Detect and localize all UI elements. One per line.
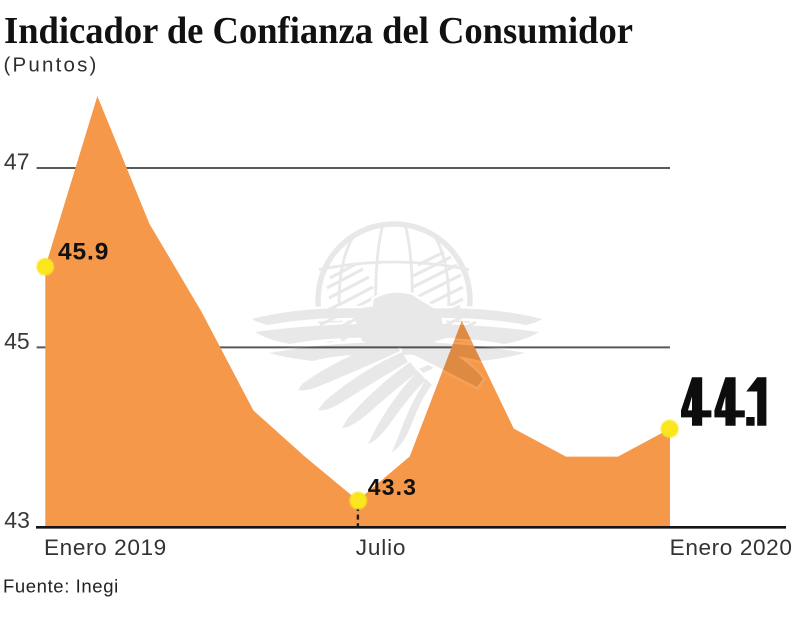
svg-text:Enero 2019: Enero 2019 [44,535,167,560]
svg-text:Enero 2020: Enero 2020 [670,535,793,560]
svg-text:47: 47 [4,148,30,174]
svg-text:43.3: 43.3 [368,474,417,500]
svg-text:Indicador de Confianza del Con: Indicador de Confianza del Consumidor [4,10,633,52]
svg-text:Julio: Julio [356,535,406,560]
svg-text:45.9: 45.9 [58,238,109,265]
svg-text:Fuente: Inegi: Fuente: Inegi [3,576,119,597]
svg-text:45: 45 [4,328,30,354]
svg-text:(Puntos): (Puntos) [4,53,99,76]
svg-text:43: 43 [4,507,30,533]
